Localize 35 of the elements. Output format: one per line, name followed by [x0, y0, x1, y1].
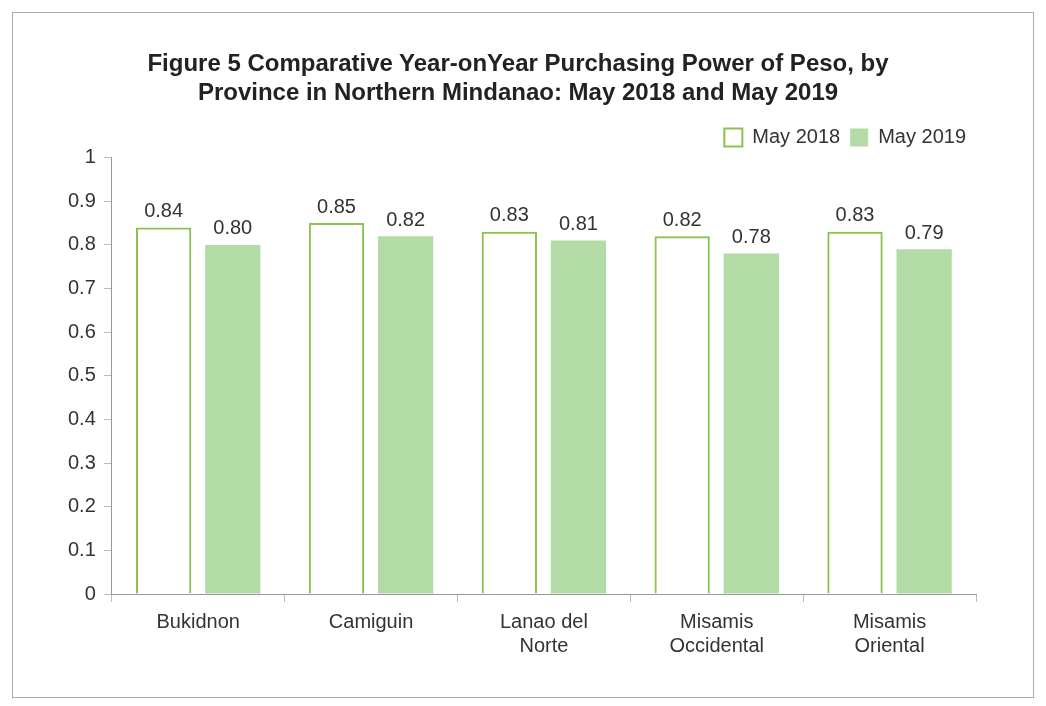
data-label: 0.82	[386, 207, 426, 230]
data-label: 0.83	[489, 203, 529, 226]
bar	[205, 244, 261, 594]
data-label: 0.83	[835, 203, 875, 226]
bar	[896, 249, 952, 594]
y-tick-label: 0.2	[67, 494, 96, 517]
x-tick-label: Lanao del Norte	[499, 609, 588, 656]
data-label: 0.85	[317, 194, 356, 217]
y-tick-label: 0.8	[67, 232, 96, 255]
y-tick-label: 0	[84, 581, 96, 604]
y-tick-label: 0.6	[67, 319, 96, 342]
y-tick-label: 0.7	[67, 276, 96, 299]
text: Figure 5 Comparative Year-onYear Purchasing Power of Peso, by	[147, 49, 889, 77]
data-label: 0.80	[213, 216, 253, 239]
x-tick-label: Bukidnon	[156, 609, 240, 632]
y-tick-label: 0.5	[67, 363, 96, 386]
text: Province in Northern Mindanao: May 2018 and May 2019	[197, 77, 839, 105]
data-label: 0.82	[662, 207, 702, 230]
x-tick-label: Camiguin	[328, 609, 414, 632]
y-tick-label: 1	[84, 145, 96, 168]
x-tick-label: Misamis Occidental	[669, 609, 764, 656]
bar	[723, 253, 779, 594]
data-label: 0.79	[904, 220, 944, 243]
x-tick-label: Misamis Oriental	[852, 609, 927, 656]
data-label: 0.81	[559, 212, 598, 235]
y-tick-label: 0.1	[67, 537, 96, 560]
legend-label: May 2019	[878, 125, 967, 148]
y-tick-label: 0.3	[67, 450, 96, 473]
data-label: 0.84	[144, 198, 184, 221]
y-tick-label: 0.9	[67, 188, 96, 211]
legend-label: May 2018	[752, 125, 841, 148]
y-tick-label: 0.4	[67, 406, 96, 429]
bar	[377, 236, 434, 594]
bar	[550, 240, 607, 594]
data-label: 0.78	[731, 225, 771, 248]
